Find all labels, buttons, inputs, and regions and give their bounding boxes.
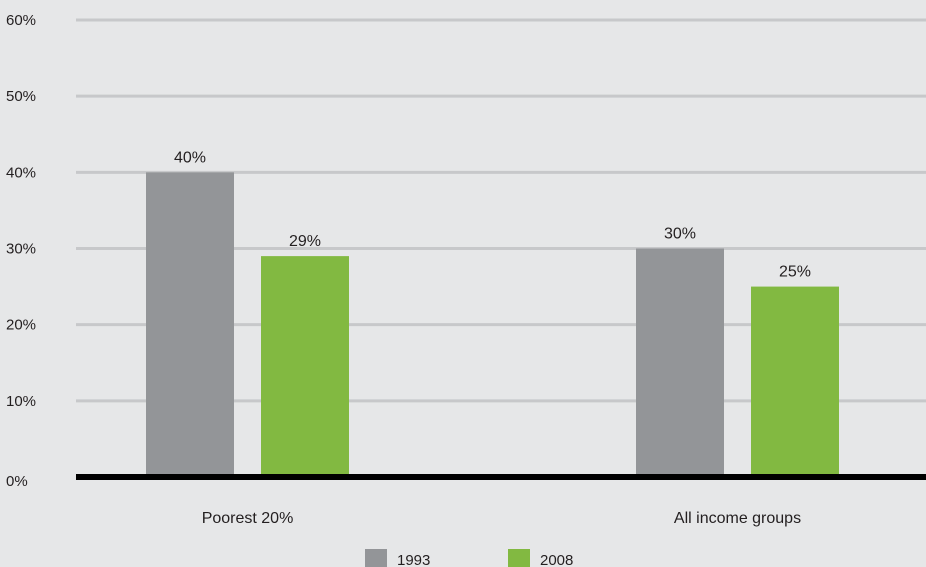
bar-2008-0 <box>261 256 349 477</box>
data-labels: 40% 29% 30% 25% <box>174 149 811 280</box>
category-label: All income groups <box>674 510 801 527</box>
bar-2008-1 <box>751 286 839 477</box>
y-tick-label: 20% <box>6 317 36 334</box>
y-tick-label: 60% <box>6 12 36 29</box>
data-label: 25% <box>779 264 811 281</box>
y-axis-tick-labels: 0% 10% 20% 30% 40% 50% 60% <box>6 12 36 490</box>
legend-label: 1993 <box>397 552 430 567</box>
data-label: 30% <box>664 226 696 243</box>
bar-1993-0 <box>146 172 234 478</box>
legend-label: 2008 <box>540 552 573 567</box>
data-label: 29% <box>289 233 321 250</box>
category-labels: Poorest 20% All income groups <box>202 510 801 527</box>
bars <box>146 172 839 478</box>
y-tick-label: 30% <box>6 241 36 258</box>
legend-swatch-2008 <box>508 549 530 567</box>
data-label: 40% <box>174 149 206 166</box>
y-tick-label: 10% <box>6 393 36 410</box>
y-tick-label: 0% <box>6 473 28 490</box>
bar-1993-1 <box>636 248 724 477</box>
y-tick-label: 40% <box>6 164 36 181</box>
legend: 1993 2008 <box>365 549 573 567</box>
y-tick-label: 50% <box>6 88 36 105</box>
category-label: Poorest 20% <box>202 510 294 527</box>
legend-swatch-1993 <box>365 549 387 567</box>
